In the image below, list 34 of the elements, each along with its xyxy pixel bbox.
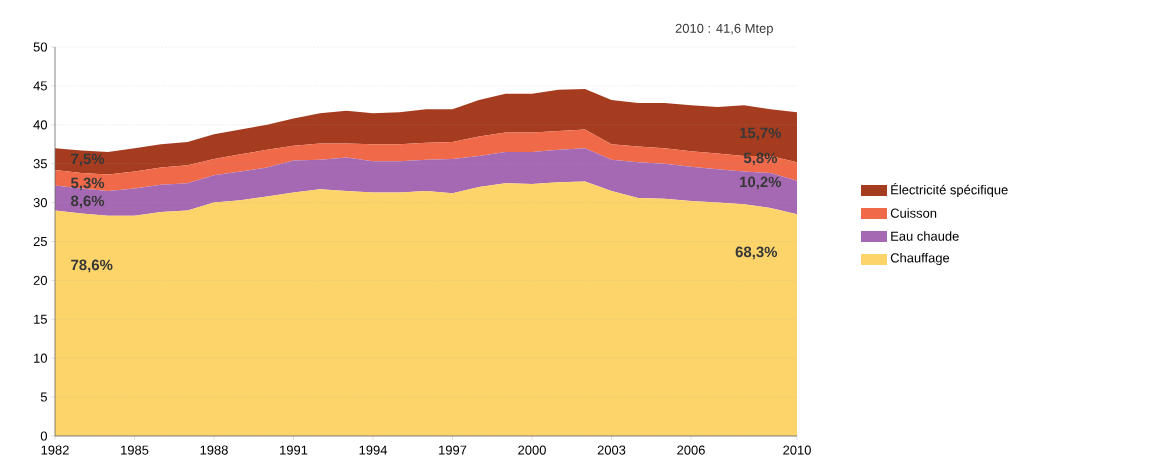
annotation: 68,3% (735, 246, 778, 260)
annotation: 5,3% (70, 177, 105, 191)
x-tick-label: 2010 (783, 445, 811, 455)
x-tick-label: 1991 (280, 445, 308, 455)
legend-label: Eau chaude (891, 231, 959, 241)
x-tick-label: 1982 (41, 445, 69, 455)
x-tick-label: 2006 (677, 445, 705, 455)
text: 2010 : 41,6 Mtep (675, 23, 773, 36)
y-tick-label: 25 (33, 236, 47, 247)
annotation: 15,7% (740, 127, 782, 141)
y-tick-label: 35 (33, 159, 47, 169)
y-tick-label: 40 (33, 120, 47, 130)
x-tick-label: 1997 (439, 445, 467, 455)
x-tick-label: 2003 (597, 445, 626, 455)
x-tick-label: 1985 (121, 445, 149, 455)
y-tick-label: 15 (34, 314, 47, 324)
y-tick-label: 45 (33, 81, 47, 91)
y-tick-label: 20 (33, 275, 47, 285)
annotation: 10,2% (740, 176, 782, 190)
legend-label: Cuisson (890, 208, 937, 218)
y-tick-label: 30 (33, 198, 47, 208)
y-tick-label: 10 (34, 353, 47, 363)
annotation: 7,5% (71, 153, 105, 167)
y-tick-label: 0 (40, 431, 47, 441)
annotation: 78,6% (71, 259, 113, 273)
y-tick-label: 5 (40, 392, 47, 402)
annotation: 8,6% (70, 195, 105, 209)
legend-label: Chauffage (890, 252, 950, 266)
annotation: 5,8% (743, 152, 778, 166)
x-tick-label: 1988 (200, 445, 228, 455)
x-tick-label: 2000 (518, 445, 546, 455)
x-tick-label: 1994 (359, 445, 388, 455)
y-tick-label: 50 (33, 42, 47, 52)
legend-label: Électricité spécifique (891, 183, 1008, 197)
